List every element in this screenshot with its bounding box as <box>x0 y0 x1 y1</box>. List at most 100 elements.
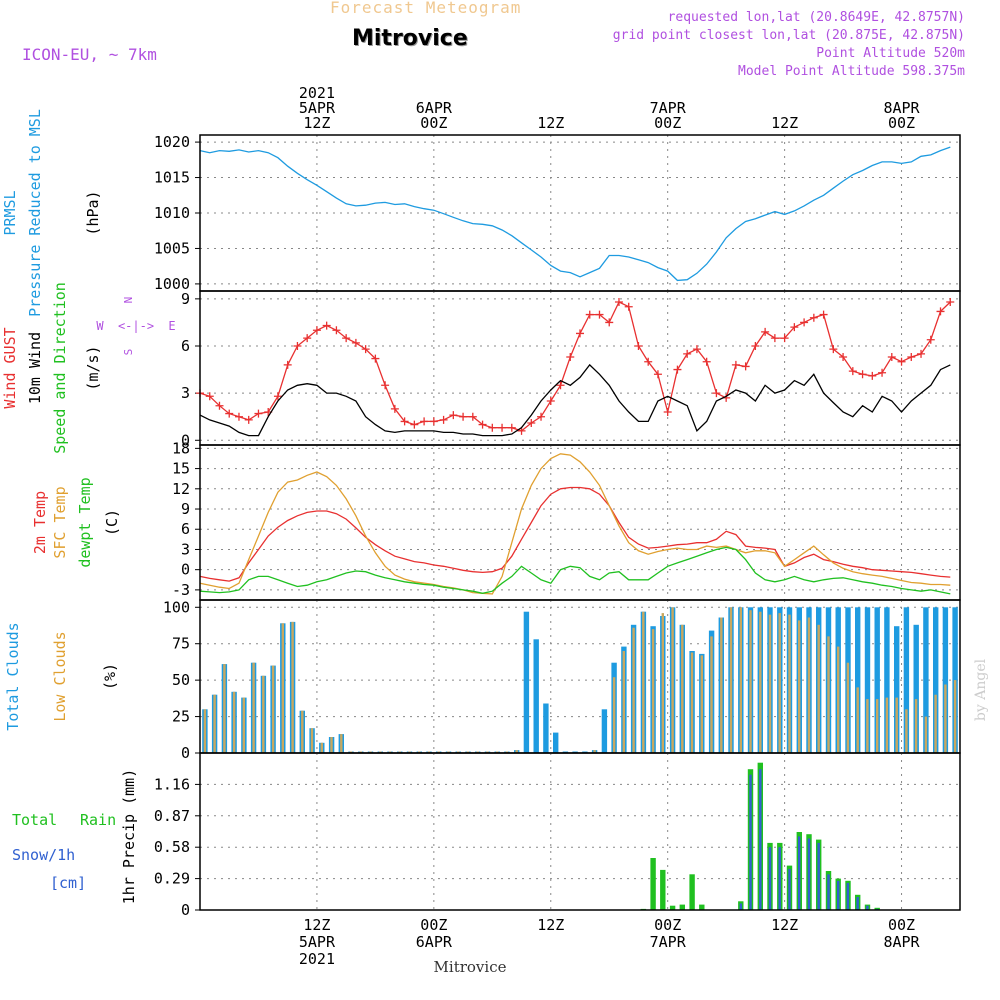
bar-low-clouds <box>876 699 879 753</box>
gust-marker <box>770 334 779 343</box>
gust-marker <box>692 345 701 354</box>
top-time-label: 12Z <box>537 114 564 132</box>
top-time-label: 00Z <box>654 114 681 132</box>
gust-marker <box>254 409 263 418</box>
bar-snow-1h <box>798 836 801 910</box>
top-time-label: 12Z <box>771 114 798 132</box>
bar-low-clouds <box>340 734 343 753</box>
precip-label-total: Total <box>12 811 57 829</box>
bar-total-rain <box>650 858 656 910</box>
bar-low-clouds <box>310 728 314 753</box>
bottom-time-label: 8APR <box>883 933 920 951</box>
bottom-time-label: 00Z <box>420 916 447 934</box>
bar-low-clouds <box>837 646 840 753</box>
bar-low-clouds <box>827 636 830 753</box>
gust-marker <box>946 298 955 306</box>
gust-marker <box>731 360 740 369</box>
bar-total-rain <box>669 905 676 910</box>
bar-low-clouds <box>788 614 791 753</box>
bar-low-clouds <box>271 665 275 753</box>
panel-label: (C) <box>103 509 121 536</box>
gust-marker <box>634 342 643 350</box>
bar-low-clouds <box>223 664 226 753</box>
panel-label: Pressure Reduced to MSL <box>26 109 44 317</box>
bar-total-clouds <box>864 607 871 753</box>
y-tick-label: 15 <box>172 460 190 478</box>
gust-marker <box>858 370 867 379</box>
gust-marker <box>410 420 419 429</box>
gust-marker <box>936 307 945 316</box>
gust-marker <box>390 404 399 413</box>
gust-marker <box>527 419 536 427</box>
bar-snow-1h <box>807 838 811 910</box>
top-time-label: 7APR <box>650 99 687 117</box>
bar-total-rain <box>689 874 695 910</box>
watermark: by Angel <box>973 658 989 721</box>
bar-snow-1h <box>739 903 742 910</box>
requested-coords: requested lon,lat (20.8649E, 42.8757N) <box>667 10 965 25</box>
gust-marker <box>751 342 760 350</box>
gust-marker <box>741 362 750 371</box>
gust-marker <box>683 349 692 358</box>
bar-snow-1h <box>749 774 752 910</box>
y-tick-label: 25 <box>172 708 190 726</box>
gust-marker <box>488 423 497 432</box>
gust-marker <box>868 371 877 380</box>
y-tick-label: 0.58 <box>154 838 190 856</box>
bar-low-clouds <box>515 750 518 753</box>
bar-total-rain <box>699 904 705 910</box>
bar-snow-1h <box>817 842 820 910</box>
series-line-10m-wind <box>199 363 951 437</box>
y-tick-label: 9 <box>181 500 190 518</box>
gust-marker <box>829 345 838 354</box>
gust-marker <box>673 365 682 374</box>
panel-wind: 0 3 6 9 Wind GUST 10m Wind Speed and Direction… <box>1 282 961 454</box>
panel-label: SFC Temp <box>51 486 69 558</box>
bottom-time-label: 7APR <box>650 933 687 951</box>
y-tick-label: 1020 <box>154 133 190 151</box>
gust-marker <box>215 401 224 410</box>
y-tick-label: -3 <box>172 581 190 599</box>
gust-marker <box>400 417 409 426</box>
panel-label: (hPa) <box>84 190 102 235</box>
bar-snow-1h <box>846 882 850 910</box>
y-tick-label: 0 <box>181 561 190 579</box>
bar-low-clouds <box>242 697 245 753</box>
gust-marker <box>283 360 292 369</box>
gust-marker <box>537 412 546 421</box>
bar-total-clouds <box>933 607 939 753</box>
bar-low-clouds <box>720 617 723 753</box>
gust-marker <box>585 310 594 319</box>
bar-total-rain <box>660 869 666 910</box>
y-tick-label: 50 <box>172 671 190 689</box>
gust-marker <box>546 397 555 405</box>
bar-total-clouds <box>913 624 919 753</box>
bar-snow-1h <box>759 769 762 910</box>
bar-low-clouds <box>798 620 801 753</box>
bar-low-clouds <box>944 684 947 753</box>
compass-arrow: <-|-> <box>118 319 154 333</box>
bar-low-clouds <box>914 699 918 753</box>
gust-marker <box>507 423 516 432</box>
y-tick-label: 100 <box>163 598 190 616</box>
gust-marker <box>897 357 906 366</box>
location-title: Mitrovice <box>352 26 468 51</box>
bar-snow-1h <box>827 874 830 910</box>
gust-marker <box>595 310 604 319</box>
gust-marker <box>917 349 926 358</box>
bar-low-clouds <box>612 677 616 753</box>
precip-label-rain: Rain <box>80 811 116 829</box>
precip-label-units: 1hr Precip (mm) <box>120 769 138 904</box>
bottom-time-label: 00Z <box>654 916 681 934</box>
y-tick-label: 12 <box>172 480 190 498</box>
bar-low-clouds <box>885 697 889 753</box>
bar-low-clouds <box>232 691 236 753</box>
bar-low-clouds <box>905 709 908 753</box>
y-tick-label: 18 <box>172 439 190 457</box>
panel-precip: 0 0.29 0.58 0.87 1.16 <box>154 752 961 919</box>
model-label: ICON-EU, ~ 7km <box>22 45 157 64</box>
gust-marker <box>371 354 380 363</box>
bar-total-clouds <box>903 607 910 753</box>
compass-north: N <box>122 297 135 304</box>
